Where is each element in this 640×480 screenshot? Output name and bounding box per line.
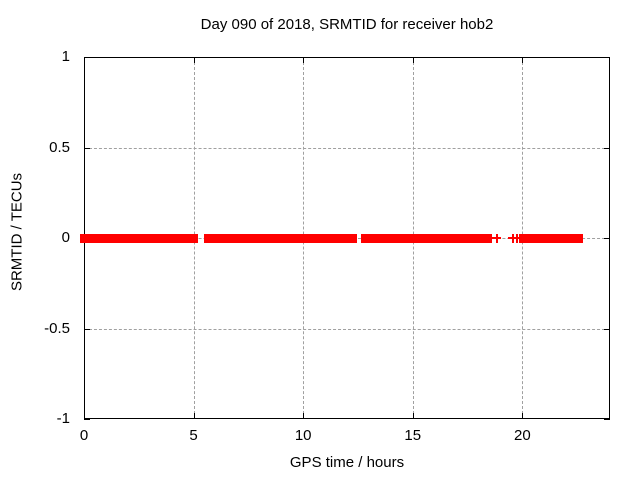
data-segment [361, 233, 493, 243]
y-tick-label: -1 [56, 410, 70, 427]
y-tick-label: 0.5 [49, 138, 70, 156]
data-segment [519, 233, 584, 243]
y-tick-label: -0.5 [44, 319, 70, 337]
x-tick-label: 5 [189, 427, 198, 444]
x-axis-label: GPS time / hours [289, 454, 405, 471]
axis-tick [604, 148, 610, 149]
axis-tick [194, 57, 195, 63]
plot-area [79, 57, 610, 420]
x-tick-label: 20 [513, 427, 531, 444]
axis-tick [413, 413, 414, 419]
data-point-marker [492, 233, 502, 243]
axis-tick [303, 57, 304, 63]
data-point-marker [512, 233, 522, 243]
axis-tick [194, 413, 195, 419]
chart-title: Day 090 of 2018, SRMTID for receiver hob… [200, 16, 494, 33]
axis-tick [303, 413, 304, 419]
axis-tick [84, 413, 85, 419]
axis-tick [84, 419, 90, 420]
axis-tick [84, 329, 90, 330]
data-point-marker-bar [495, 233, 498, 243]
axis-tick [84, 148, 90, 149]
data-segment [204, 233, 358, 243]
axis-tick [84, 57, 85, 63]
h-gridline [84, 147, 610, 149]
axis-tick [604, 238, 610, 239]
axis-tick [604, 57, 610, 58]
axis-tick [522, 57, 523, 63]
data-point-marker-bar [516, 233, 519, 243]
axis-tick [604, 419, 610, 420]
x-tick-label: 15 [404, 427, 422, 444]
x-tick-label: 0 [79, 427, 89, 444]
axis-tick [604, 329, 610, 330]
h-gridline [84, 328, 610, 330]
axis-tick [413, 57, 414, 63]
data-segment [79, 233, 198, 243]
axis-tick [84, 57, 90, 58]
x-tick-label: 10 [294, 427, 312, 444]
y-tick-label: 0 [61, 229, 70, 246]
y-tick-label: 1 [61, 48, 70, 65]
axis-tick [522, 413, 523, 419]
